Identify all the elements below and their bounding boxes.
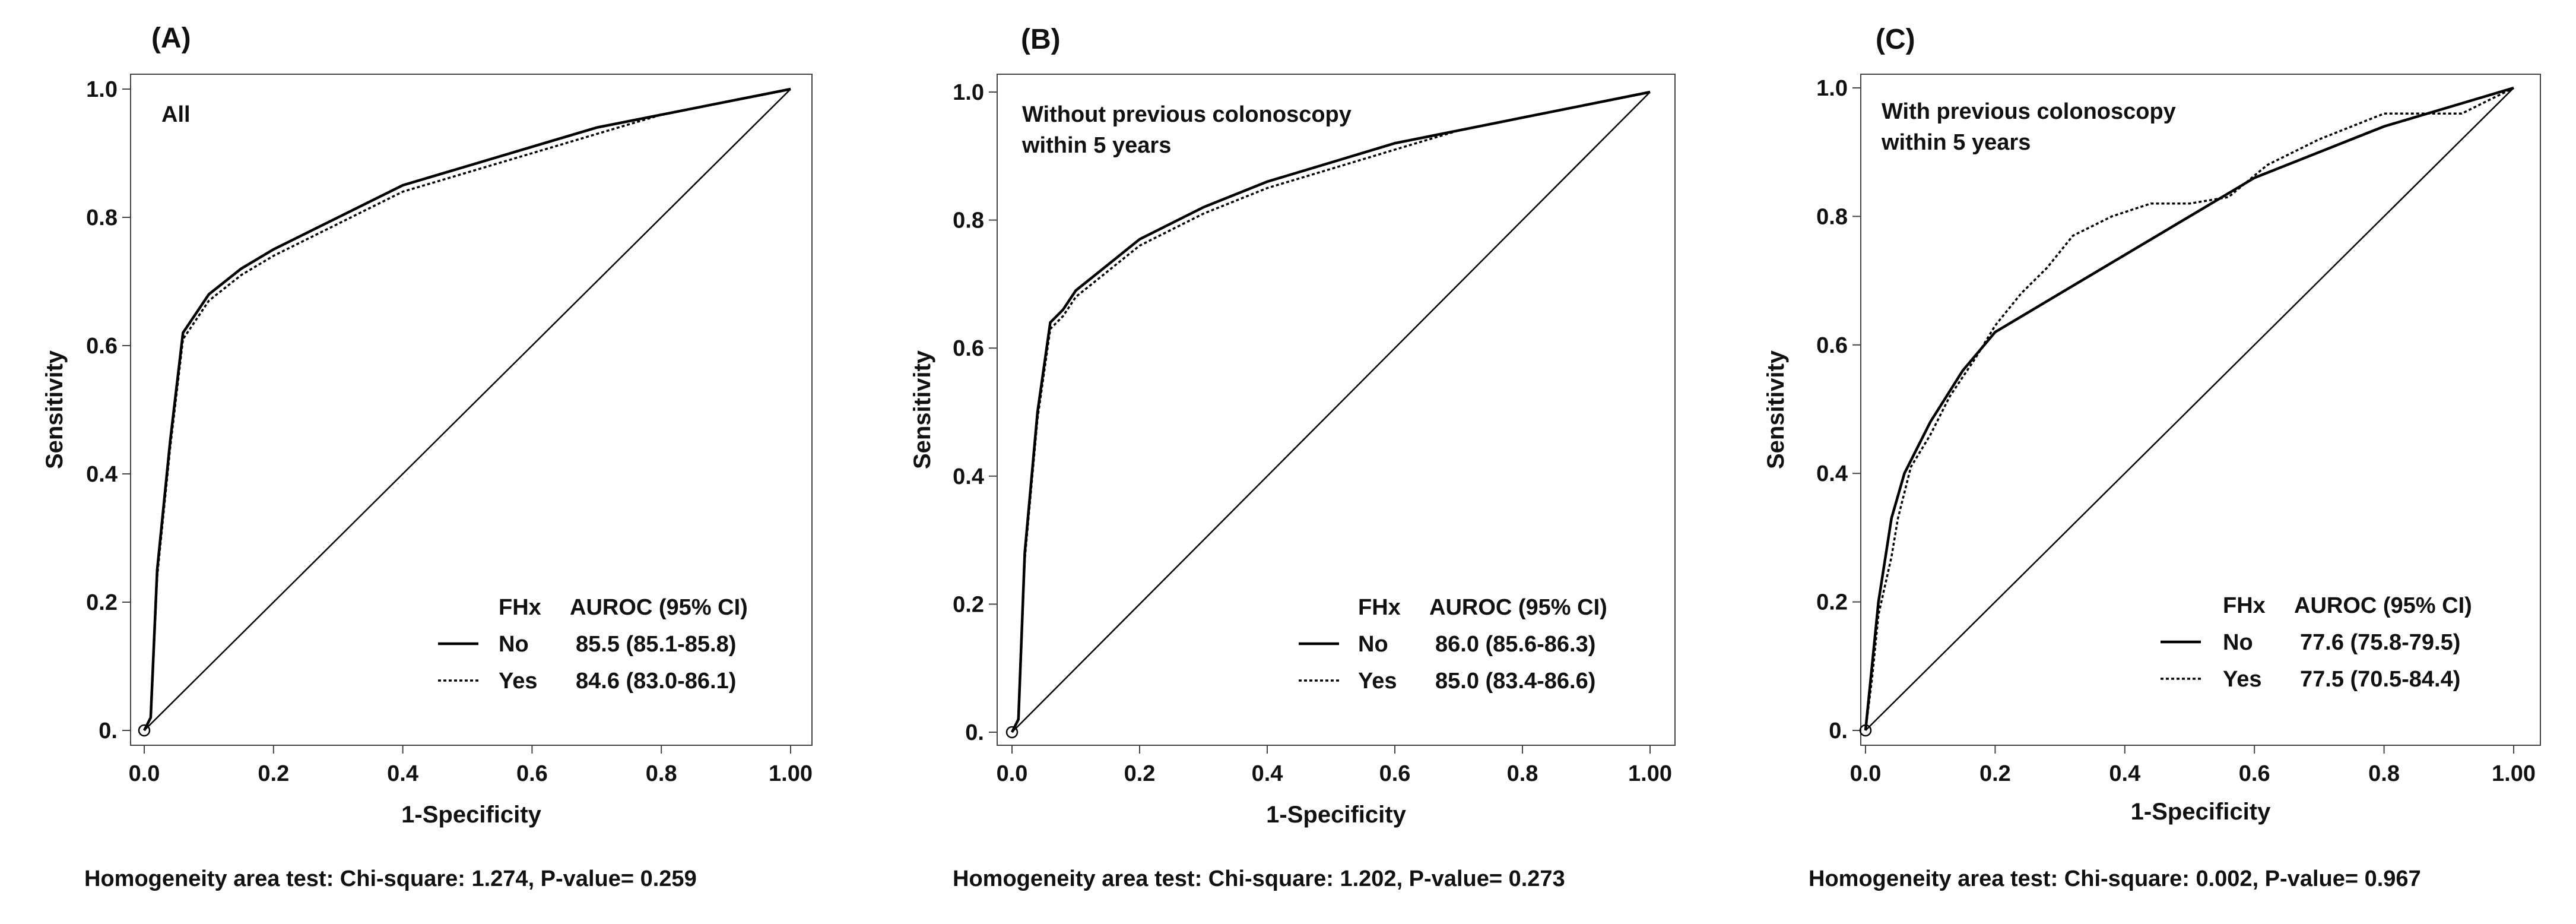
legend: FHx AUROC (95% CI) No 86.0 (85.6-86.3) Yes 85… xyxy=(1299,595,1607,694)
x-tick-label: 0.8 xyxy=(1507,761,1538,786)
legend-name-yes: Yes xyxy=(1358,669,1397,694)
panel-label: (B) xyxy=(1021,24,1061,55)
legend: FHx AUROC (95% CI) No 85.5 (85.1-85.8) Yes 84… xyxy=(438,595,748,694)
legend-header-auroc: AUROC (95% CI) xyxy=(1429,595,1607,620)
y-axis-title: Sensitivity xyxy=(1763,350,1789,469)
legend-header-auroc: AUROC (95% CI) xyxy=(570,595,748,620)
reference-diagonal-line xyxy=(144,88,791,731)
legend-header-fhx: FHx xyxy=(499,595,541,620)
inset-title-line: within 5 years xyxy=(1881,130,2031,155)
roc-panel-2: (B) 0. 0.2 0.4 0.6 0.8 1.0 0.0 0.2 0.4 0.6 0.8 1.00 1… xyxy=(909,24,1676,891)
legend-name-yes: Yes xyxy=(2223,667,2262,692)
legend-auroc-no: 86.0 (85.6-86.3) xyxy=(1435,632,1595,657)
x-tick-label: 1.00 xyxy=(1628,761,1672,786)
inset-title-line: Without previous colonoscopy xyxy=(1022,102,1352,127)
homogeneity-test-text: Homogeneity area test: Chi-square: 1.274… xyxy=(84,866,697,891)
legend-name-no: No xyxy=(2223,630,2253,655)
origin-marker xyxy=(1859,724,1872,737)
reference-diagonal-line xyxy=(1865,87,2514,731)
reference-diagonal-line xyxy=(1011,91,1651,733)
y-tick-label: 0.4 xyxy=(86,462,118,487)
panel-label: (A) xyxy=(151,23,191,54)
legend-auroc-no: 85.5 (85.1-85.8) xyxy=(576,632,736,657)
y-tick-label: 0.2 xyxy=(86,590,118,615)
plot-frame xyxy=(1860,74,2541,746)
inset-title-line: within 5 years xyxy=(1021,133,1171,158)
plot-frame xyxy=(130,74,813,746)
legend-name-yes: Yes xyxy=(499,669,538,694)
x-tick-label: 0.8 xyxy=(646,761,677,786)
y-tick-label: 0.6 xyxy=(86,334,118,359)
y-tick-label: 0.6 xyxy=(1816,333,1848,358)
inset-title-line: With previous colonoscopy xyxy=(1882,99,2176,124)
y-tick-label: 0.8 xyxy=(86,205,118,230)
y-tick-label: 0.8 xyxy=(953,208,984,233)
y-tick-label: 0.6 xyxy=(953,336,984,361)
roc-panel-1: (A) 0. 0.2 0.4 0.6 0.8 1.0 0.0 0.2 0.4 0.6 0.8 1.00 1… xyxy=(42,23,813,891)
roc-curve-yes xyxy=(143,88,791,731)
x-tick-label: 0.0 xyxy=(129,761,160,786)
y-tick-label: 0.2 xyxy=(953,592,984,617)
legend-auroc-yes: 77.5 (70.5-84.4) xyxy=(2300,667,2460,692)
y-tick-label: 0.4 xyxy=(1816,461,1848,486)
x-tick-label: 0.6 xyxy=(516,761,548,786)
roc-curve-yes xyxy=(1011,91,1651,733)
x-tick-label: 0.8 xyxy=(2368,761,2400,786)
y-tick-label: 0. xyxy=(1829,719,1848,743)
x-axis-title: 1-Specificity xyxy=(2131,799,2271,825)
origin-marker xyxy=(1005,726,1019,739)
legend-header-fhx: FHx xyxy=(1358,595,1401,620)
x-tick-label: 0.6 xyxy=(1379,761,1411,786)
x-tick-label: 1.00 xyxy=(769,761,813,786)
x-tick-label: 0.2 xyxy=(1979,761,2011,786)
homogeneity-test-text: Homogeneity area test: Chi-square: 1.202… xyxy=(953,866,1565,891)
legend-auroc-no: 77.6 (75.8-79.5) xyxy=(2300,630,2460,655)
y-tick-label: 1.0 xyxy=(953,80,984,105)
x-tick-label: 1.00 xyxy=(2492,761,2536,786)
y-axis-title: Sensitivity xyxy=(42,350,68,469)
y-axis-title: Sensitivity xyxy=(909,350,935,469)
roc-curve-no xyxy=(1864,86,2514,731)
x-axis-title: 1-Specificity xyxy=(1266,802,1406,828)
legend-name-no: No xyxy=(1358,632,1388,657)
legend: FHx AUROC (95% CI) No 77.6 (75.8-79.5) Yes 77… xyxy=(2161,593,2472,692)
y-tick-label: 0. xyxy=(99,719,118,743)
plot-frame xyxy=(997,74,1676,746)
roc-curve-yes xyxy=(1864,87,2514,731)
x-tick-label: 0.4 xyxy=(1252,761,1283,786)
panel-label: (C) xyxy=(1876,24,1915,55)
x-tick-label: 0.6 xyxy=(2239,761,2270,786)
x-tick-label: 0.4 xyxy=(2109,761,2140,786)
y-tick-label: 0. xyxy=(965,720,984,745)
legend-auroc-yes: 85.0 (83.4-86.6) xyxy=(1435,669,1595,694)
homogeneity-test-text: Homogeneity area test: Chi-square: 0.002… xyxy=(1809,866,2421,891)
legend-auroc-yes: 84.6 (83.0-86.1) xyxy=(576,669,736,694)
legend-name-no: No xyxy=(499,632,529,657)
y-tick-label: 0.2 xyxy=(1816,590,1848,615)
y-tick-label: 0.4 xyxy=(953,464,984,489)
legend-header-fhx: FHx xyxy=(2223,593,2266,618)
inset-title-line: All xyxy=(161,102,191,127)
x-tick-label: 0.2 xyxy=(258,761,289,786)
x-tick-label: 0.0 xyxy=(997,761,1028,786)
x-tick-label: 0.0 xyxy=(1850,761,1882,786)
legend-header-auroc: AUROC (95% CI) xyxy=(2294,593,2472,618)
x-tick-label: 0.2 xyxy=(1124,761,1156,786)
x-tick-label: 0.4 xyxy=(387,761,418,786)
origin-marker xyxy=(138,724,151,737)
y-tick-label: 1.0 xyxy=(86,77,118,102)
y-tick-label: 0.8 xyxy=(1816,204,1848,229)
x-axis-title: 1-Specificity xyxy=(401,802,541,828)
roc-panel-3: (C) 0. 0.2 0.4 0.6 0.8 1.0 0.0 0.2 0.4 0.6 0.8 1.00 1… xyxy=(1763,24,2541,891)
y-tick-label: 1.0 xyxy=(1816,76,1848,101)
